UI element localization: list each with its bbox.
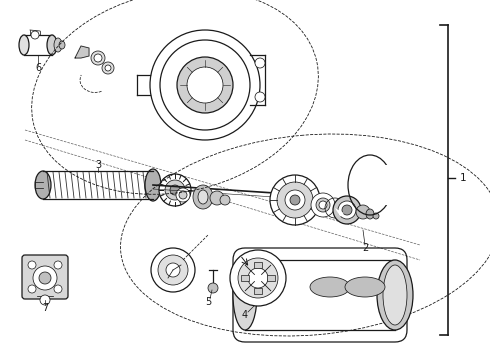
Text: 3: 3 [95, 160, 101, 170]
Ellipse shape [91, 51, 105, 65]
Wedge shape [335, 208, 343, 217]
Ellipse shape [151, 248, 195, 292]
Ellipse shape [170, 185, 180, 195]
Ellipse shape [165, 180, 185, 200]
Ellipse shape [193, 185, 213, 209]
Bar [254, 262, 262, 268]
Ellipse shape [270, 175, 320, 225]
Ellipse shape [59, 41, 65, 49]
Text: 2: 2 [362, 243, 368, 253]
Ellipse shape [177, 57, 233, 113]
Ellipse shape [285, 190, 305, 210]
Ellipse shape [179, 191, 187, 199]
Ellipse shape [208, 283, 218, 293]
Text: 7: 7 [42, 303, 48, 313]
Ellipse shape [248, 268, 268, 288]
Ellipse shape [319, 201, 327, 209]
Ellipse shape [145, 169, 161, 201]
Ellipse shape [33, 266, 57, 290]
Ellipse shape [255, 92, 265, 102]
Text: 6: 6 [35, 63, 41, 73]
Ellipse shape [333, 196, 361, 224]
Ellipse shape [255, 58, 265, 68]
Ellipse shape [311, 193, 335, 217]
Ellipse shape [35, 171, 51, 199]
Ellipse shape [31, 31, 39, 39]
Ellipse shape [166, 263, 180, 277]
Ellipse shape [47, 35, 57, 55]
Ellipse shape [345, 277, 385, 297]
Ellipse shape [310, 277, 350, 297]
Ellipse shape [158, 255, 188, 285]
Ellipse shape [220, 195, 230, 205]
Ellipse shape [316, 198, 330, 212]
Ellipse shape [105, 65, 111, 71]
Ellipse shape [383, 265, 407, 325]
Bar [370, 165, 395, 205]
Ellipse shape [39, 272, 51, 284]
Ellipse shape [233, 260, 257, 330]
Ellipse shape [54, 285, 62, 293]
FancyBboxPatch shape [22, 255, 68, 299]
Ellipse shape [28, 285, 36, 293]
Text: 1: 1 [460, 173, 466, 183]
Ellipse shape [338, 201, 356, 219]
Ellipse shape [366, 209, 374, 219]
Ellipse shape [54, 261, 62, 269]
Bar [241, 275, 249, 281]
Ellipse shape [19, 35, 29, 55]
Ellipse shape [356, 205, 370, 219]
Ellipse shape [40, 295, 50, 305]
Bar [267, 275, 275, 281]
Ellipse shape [277, 182, 313, 218]
Ellipse shape [210, 191, 224, 205]
Ellipse shape [290, 195, 300, 205]
Ellipse shape [102, 62, 114, 74]
Ellipse shape [94, 54, 102, 62]
Bar [254, 288, 262, 294]
Ellipse shape [230, 250, 286, 306]
Ellipse shape [150, 30, 260, 140]
Text: 5: 5 [205, 297, 211, 307]
Ellipse shape [377, 260, 413, 330]
Ellipse shape [159, 174, 191, 206]
Ellipse shape [160, 40, 250, 130]
Polygon shape [75, 46, 89, 58]
Ellipse shape [187, 67, 223, 103]
Ellipse shape [342, 205, 352, 215]
Ellipse shape [176, 188, 190, 202]
Ellipse shape [28, 261, 36, 269]
Text: 4: 4 [242, 310, 248, 320]
Ellipse shape [238, 258, 278, 298]
Ellipse shape [198, 190, 208, 204]
Ellipse shape [373, 213, 379, 219]
Ellipse shape [54, 38, 62, 52]
